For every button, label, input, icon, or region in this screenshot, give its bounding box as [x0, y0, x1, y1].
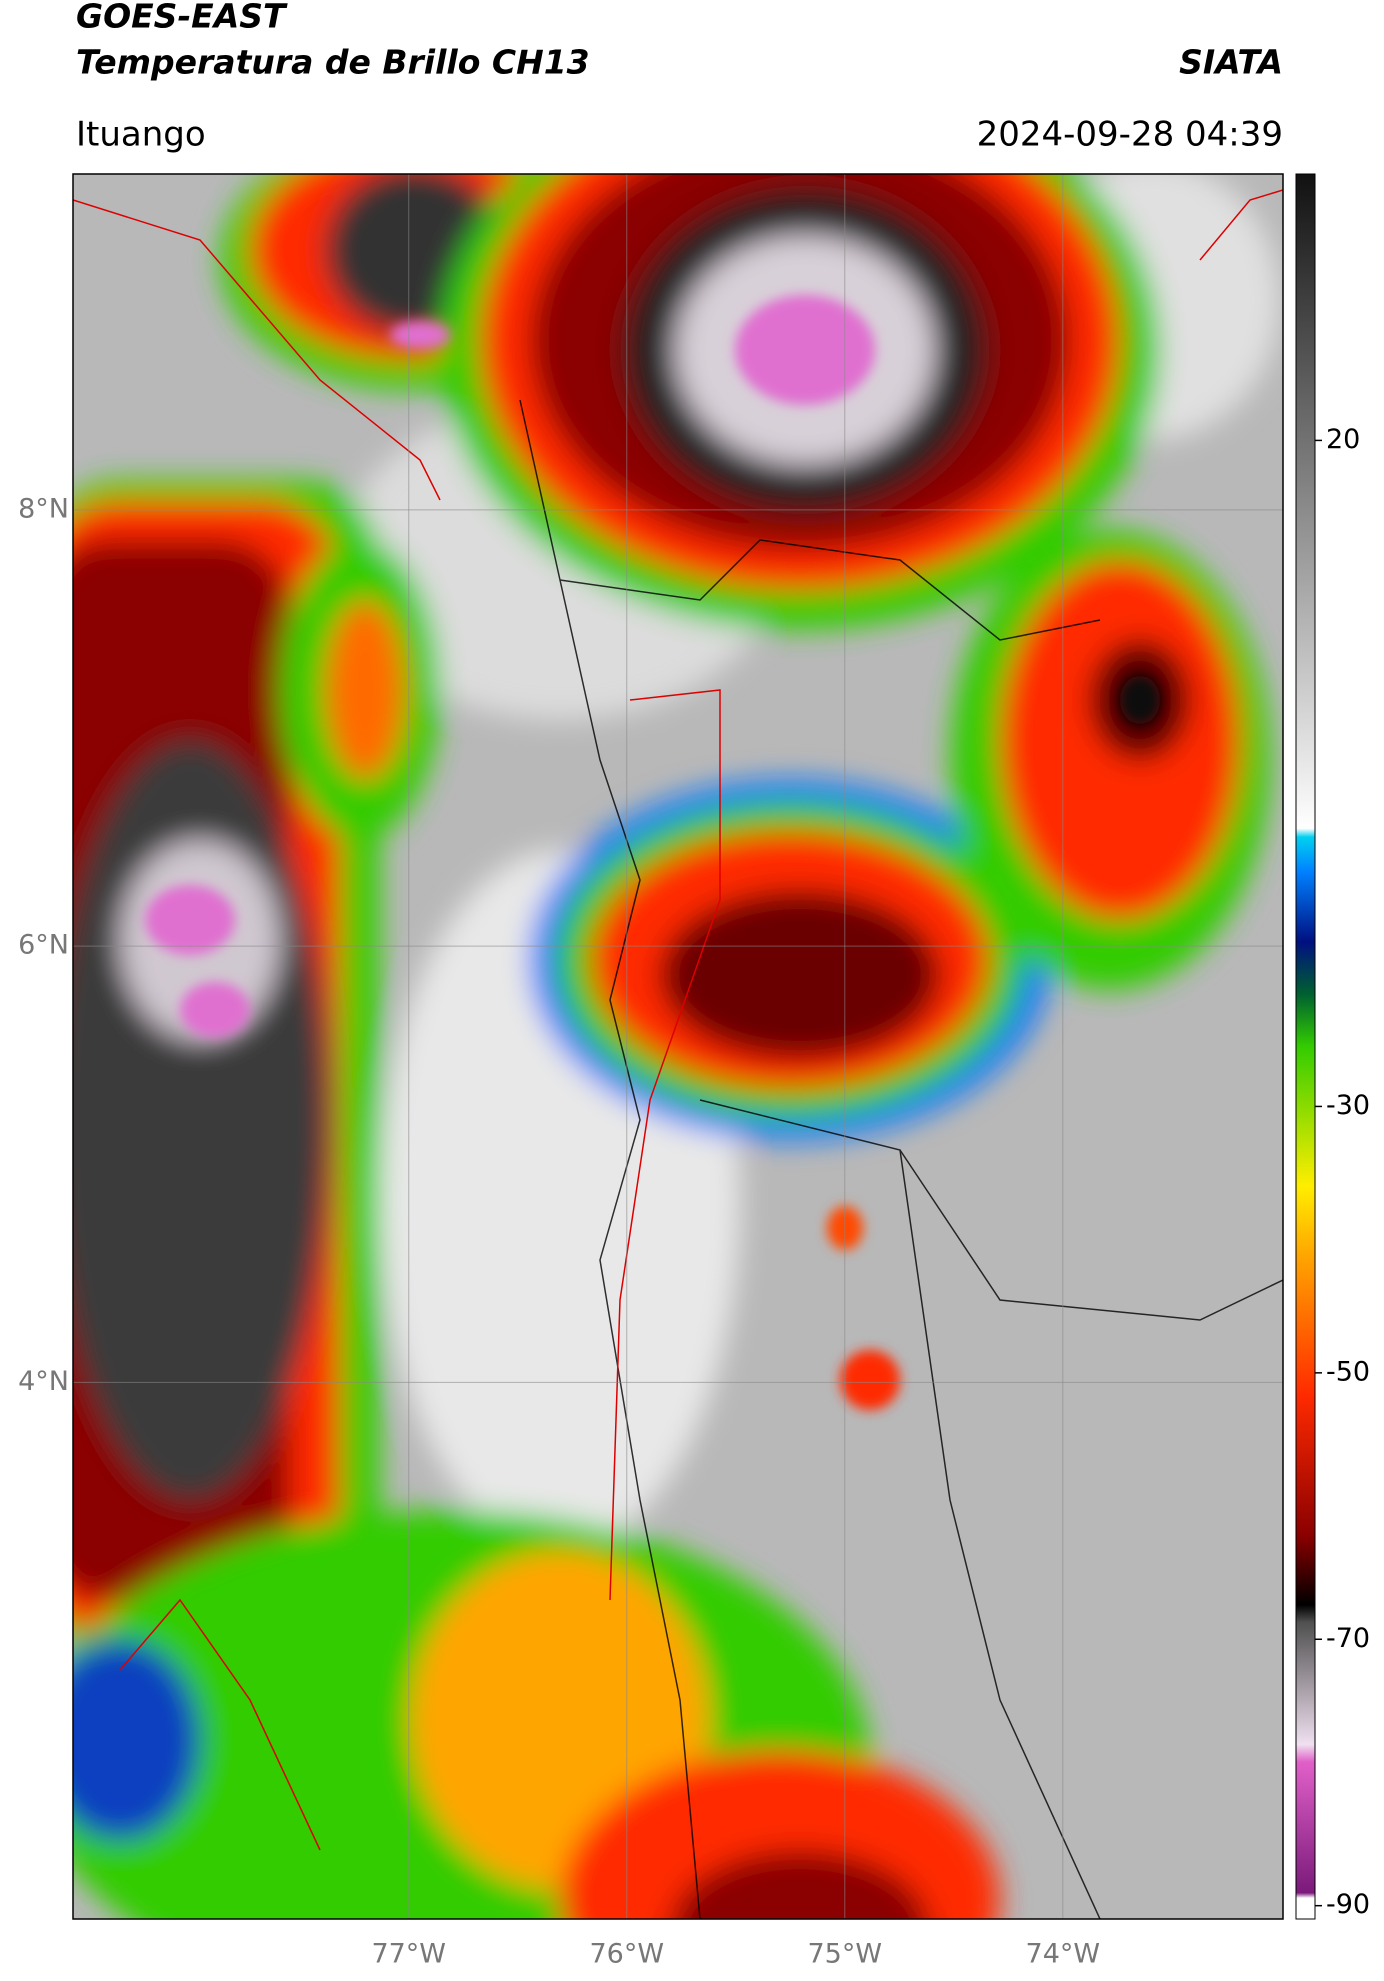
- subtitle: Temperatura de Brillo CH13: [76, 43, 590, 82]
- lon-tick-label: 75°W: [808, 1939, 883, 1970]
- graticule: [73, 174, 1283, 1919]
- colorbar-tick-label: -50: [1326, 1356, 1370, 1387]
- colorbar-tick-label: -30: [1326, 1090, 1370, 1121]
- colorbar: [1295, 173, 1316, 1920]
- map-frame: [72, 173, 1284, 1920]
- organization: SIATA: [1179, 43, 1283, 82]
- lon-tick-label: 77°W: [371, 1939, 446, 1970]
- lon-tick-label: 74°W: [1026, 1939, 1101, 1970]
- colorbar-tick-label: -70: [1326, 1623, 1370, 1654]
- colorbar-tick-label: -90: [1326, 1889, 1370, 1920]
- lat-tick-label: 8°N: [18, 493, 69, 524]
- location: Ituango: [76, 115, 206, 155]
- datetime: 2024-09-28 04:39: [977, 115, 1283, 155]
- lat-tick-label: 4°N: [18, 1366, 69, 1397]
- satellite-image: [73, 174, 1283, 1919]
- lon-tick-label: 76°W: [589, 1939, 664, 1970]
- lat-tick-label: 6°N: [18, 930, 69, 961]
- title: GOES-EAST: [76, 0, 288, 36]
- colorbar-tick-label: 20: [1326, 424, 1360, 455]
